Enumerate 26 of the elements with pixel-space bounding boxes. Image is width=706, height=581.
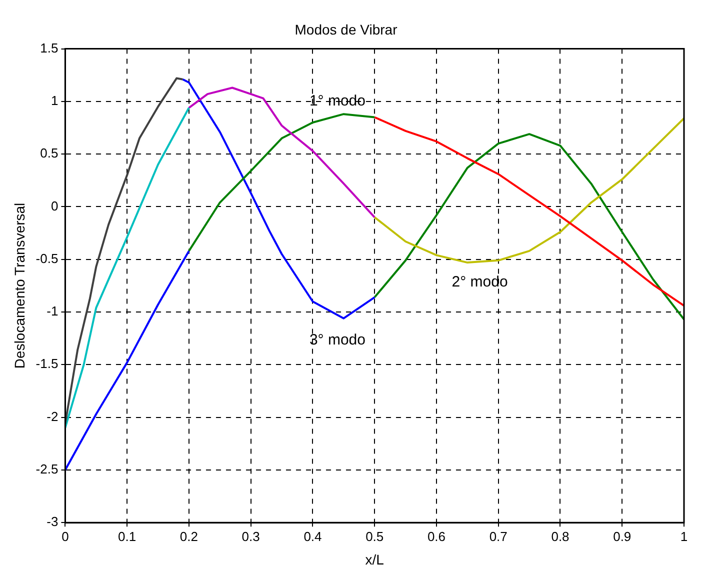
y-tick-label: -2 bbox=[46, 408, 58, 424]
x-tick-label: 0.5 bbox=[366, 528, 384, 544]
y-tick-label: -1.5 bbox=[36, 356, 58, 372]
x-tick-label: 0.6 bbox=[427, 528, 446, 544]
x-tick-label: 0.2 bbox=[180, 528, 198, 544]
x-tick-label: 1 bbox=[680, 528, 688, 544]
annotation: 3° modo bbox=[309, 331, 366, 348]
y-tick-label: 0 bbox=[50, 198, 58, 214]
x-tick-label: 0.9 bbox=[613, 528, 632, 544]
x-axis-title: x/L bbox=[365, 551, 384, 568]
y-tick-label: -1 bbox=[46, 304, 58, 319]
x-tick-label: 0 bbox=[62, 528, 69, 544]
x-tick-label: 0.4 bbox=[304, 528, 322, 544]
y-tick-label: 1 bbox=[50, 93, 58, 108]
chart-title: Modos de Vibrar bbox=[294, 21, 398, 38]
y-tick-label: 0.5 bbox=[40, 146, 58, 161]
y-tick-label: -2.5 bbox=[36, 462, 58, 477]
x-tick-label: 0.3 bbox=[242, 528, 260, 544]
x-tick-label: 0.8 bbox=[551, 528, 570, 544]
annotation: 2° modo bbox=[452, 274, 508, 291]
y-axis-title: Deslocamento Transversal bbox=[11, 202, 28, 369]
y-tick-label: 1.5 bbox=[40, 40, 58, 56]
y-tick-label: -0.5 bbox=[36, 250, 58, 266]
y-tick-label: -3 bbox=[46, 514, 58, 530]
x-tick-label: 0.7 bbox=[489, 528, 508, 544]
x-tick-label: 0.1 bbox=[118, 528, 136, 544]
